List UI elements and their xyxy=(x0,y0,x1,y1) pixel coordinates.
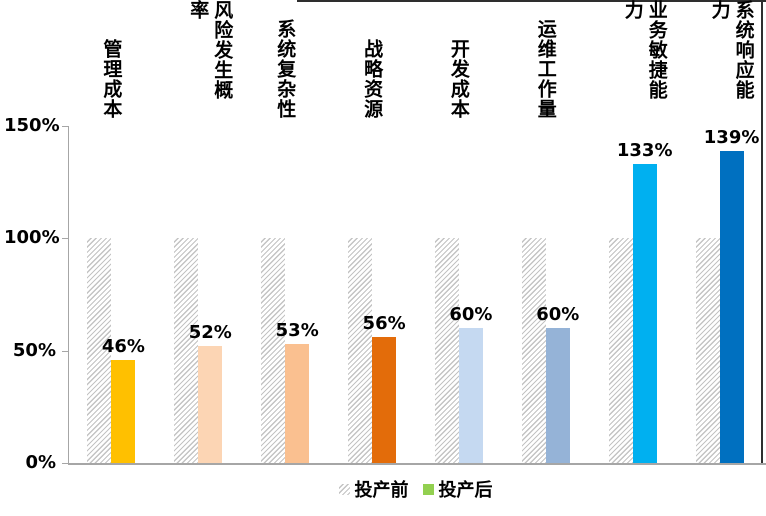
y-axis-tick-label: 100% xyxy=(4,227,60,249)
bar-before-1 xyxy=(87,238,112,463)
y-axis-tick-mark xyxy=(62,126,68,127)
bar-after-3 xyxy=(285,343,310,463)
y-axis-line xyxy=(68,126,69,464)
y-axis-tick-label: 150% xyxy=(4,115,60,136)
legend-label: 投产前 xyxy=(354,480,409,501)
category-label: 运维工作量 xyxy=(534,19,557,119)
legend-swatch xyxy=(338,483,350,495)
category-label: 开发成本 xyxy=(447,39,470,119)
bar-before-7 xyxy=(608,238,633,463)
bar-before-2 xyxy=(174,238,199,463)
bar-after-1 xyxy=(111,359,136,463)
data-label: 60% xyxy=(449,304,493,326)
y-axis-tick-mark xyxy=(62,238,68,240)
y-axis-tick-mark xyxy=(62,463,68,464)
bar-after-5 xyxy=(458,328,483,463)
category-label: 系统复杂性 xyxy=(274,19,297,119)
bar-before-8 xyxy=(695,238,720,463)
top-border-line xyxy=(297,0,766,2)
category-label: 系统响应能力 xyxy=(708,0,755,100)
y-axis-tick-label: 0% xyxy=(25,452,56,473)
x-axis-line xyxy=(68,463,766,465)
bar-after-8 xyxy=(719,150,744,463)
data-label: 53% xyxy=(275,319,319,341)
data-label: 56% xyxy=(362,313,406,335)
data-label: 139% xyxy=(703,126,760,148)
data-label: 60% xyxy=(536,304,580,326)
legend-label: 投产后 xyxy=(438,480,493,501)
data-label: 46% xyxy=(101,335,145,357)
legend-item: 投产前 xyxy=(338,476,409,502)
bar-before-5 xyxy=(434,238,459,463)
data-label: 133% xyxy=(616,140,673,162)
legend-swatch xyxy=(422,483,434,495)
bar-after-2 xyxy=(198,346,223,463)
category-label: 战略资源 xyxy=(361,39,384,119)
category-label: 管理成本 xyxy=(100,39,123,119)
category-label: 业务敏捷能力 xyxy=(621,0,668,100)
y-axis-tick-mark xyxy=(62,350,68,352)
bar-after-6 xyxy=(545,328,570,463)
bar-after-7 xyxy=(632,164,657,463)
bar-after-4 xyxy=(372,337,397,463)
right-border-line xyxy=(761,0,763,464)
bar-before-6 xyxy=(521,238,546,463)
y-axis-tick-label: 50% xyxy=(12,339,56,361)
data-label: 52% xyxy=(188,322,232,344)
category-label: 风险发生概率 xyxy=(187,0,234,100)
bar-before-4 xyxy=(348,238,373,463)
bar-before-3 xyxy=(261,238,286,463)
legend: 投产前 投产后 xyxy=(68,477,763,501)
legend-item: 投产后 xyxy=(422,476,493,502)
